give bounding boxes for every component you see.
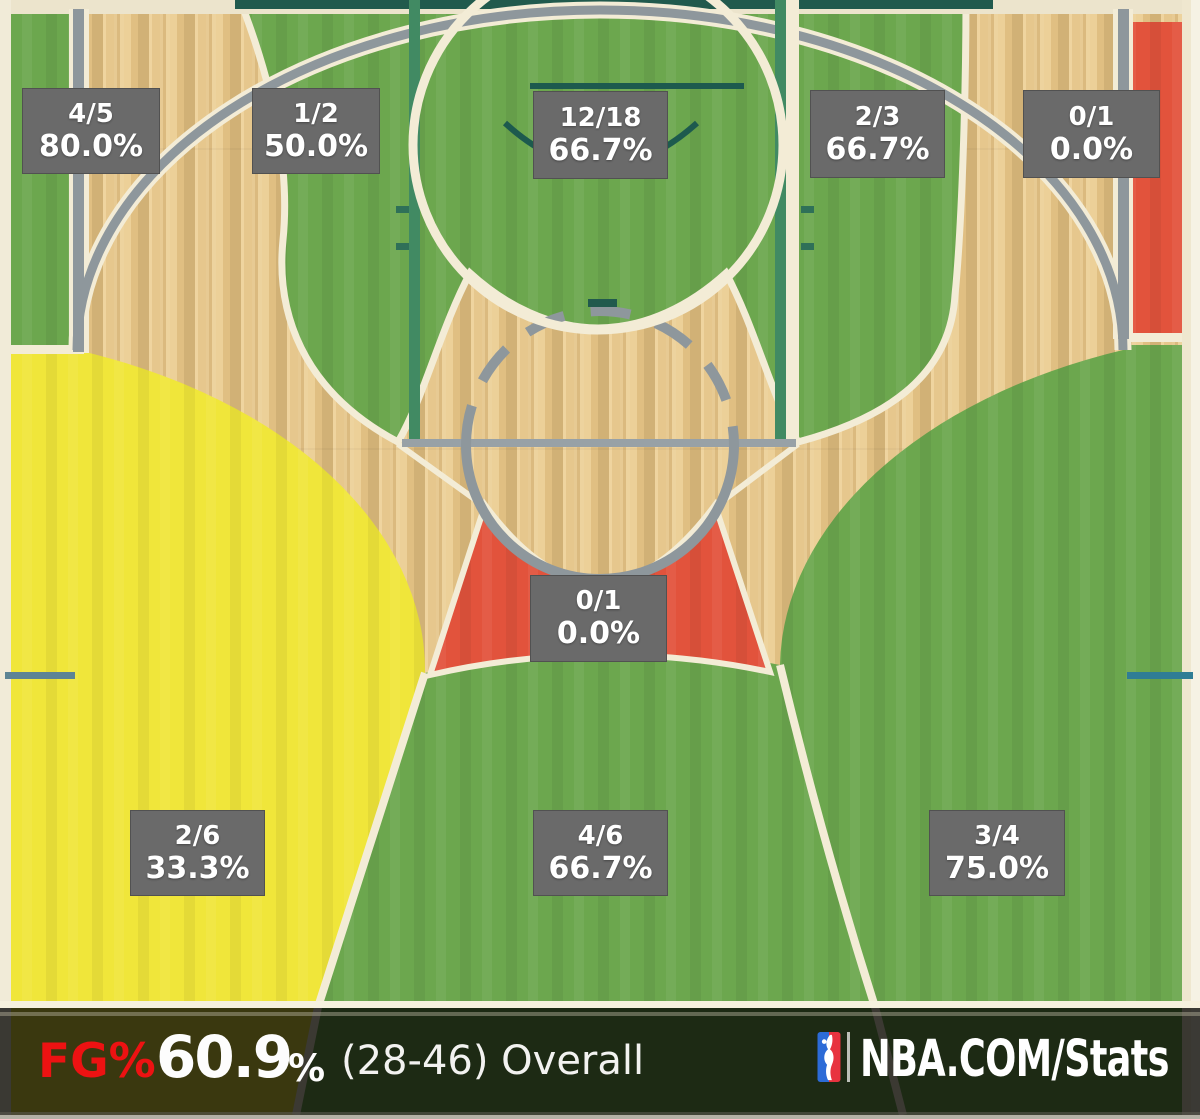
lane-line-right (775, 0, 786, 441)
zone-made-attempts: 3/4 (974, 820, 1020, 851)
restricted-area-circle (408, 0, 788, 335)
zone-made-attempts: 0/1 (1068, 101, 1115, 132)
zone-made-attempts: 0/1 (575, 586, 622, 616)
zone-fg-pct: 80.0% (38, 128, 144, 164)
free-throw-circle-dashed-half (461, 306, 739, 446)
zone-fg-pct: 0.0% (556, 616, 641, 651)
zone-stat-mid-range-right: 2/3 66.7% (810, 90, 945, 178)
zone-stat-right-corner-3: 0/1 0.0% (1023, 90, 1160, 178)
right-corner-zone-bottom-line (1121, 333, 1183, 342)
nba-logo-icon (817, 1032, 841, 1082)
zone-stat-left-corner-3: 4/5 80.0% (22, 88, 160, 174)
zone-fg-pct: 66.7% (548, 132, 653, 168)
right-sideline (1182, 0, 1191, 1119)
sideline-hash-left (5, 672, 75, 679)
zone-made-attempts: 12/18 (559, 102, 642, 133)
footer-bottom-edge-dark (0, 1112, 1200, 1115)
three-point-line-left-corner (73, 9, 84, 352)
free-throw-line (402, 439, 796, 447)
right-out-of-bounds (1191, 0, 1200, 1119)
zone-stat-paint-free-throw: 0/1 0.0% (530, 575, 667, 662)
zone-fg-pct: 66.7% (548, 850, 653, 886)
zone-stat-above-break-3-right: 3/4 75.0% (929, 810, 1065, 896)
lane-hash-right-lower (801, 243, 814, 250)
overall-made-attempts: (28-46) Overall (341, 1038, 645, 1084)
brand-text: NBA.COM/Stats (860, 1030, 1169, 1089)
sideline-hash-right (1127, 672, 1193, 679)
zone-made-attempts: 4/6 (577, 820, 624, 851)
brand-divider-line (847, 1032, 850, 1082)
lane-line-right-cream (786, 0, 799, 441)
three-point-arc (72, 5, 1128, 351)
lane-hash-left-upper (396, 206, 409, 213)
lane-hash-right-upper (801, 206, 814, 213)
zone-fg-pct: 33.3% (145, 850, 250, 886)
fg-pct-label: FG% (38, 1034, 156, 1089)
lane-line-left (409, 0, 420, 441)
zone-fg-pct: 66.7% (825, 131, 930, 167)
zone-made-attempts: 1/2 (293, 98, 339, 129)
zone-made-attempts: 2/3 (854, 101, 901, 132)
footer-bottom-edge-light (0, 1115, 1200, 1119)
backboard (530, 83, 744, 89)
zone-stat-above-break-3-center: 4/6 66.7% (533, 810, 668, 896)
footer-top-divider (0, 1012, 1200, 1016)
charge-circle-mark (588, 299, 617, 307)
left-corner-zone-bottom-line (0, 345, 84, 354)
zone-stat-restricted-area: 12/18 66.7% (533, 91, 668, 179)
zone-fg-pct: 0.0% (1049, 131, 1134, 167)
half-court-line (0, 1001, 1200, 1008)
lane-hash-left-lower (396, 243, 409, 250)
zone-made-attempts: 2/6 (174, 820, 221, 851)
zone-stat-above-break-3-left: 2/6 33.3% (130, 810, 265, 896)
footer-dark-overlay (0, 1008, 1200, 1119)
fg-pct-value: 60.9 (156, 1023, 293, 1091)
zone-fg-pct: 75.0% (944, 850, 1050, 886)
left-sideline (0, 0, 11, 1119)
three-point-zone-separator-left (292, 671, 429, 1116)
zone-stat-mid-range-left: 1/2 50.0% (252, 88, 380, 174)
zone-made-attempts: 4/5 (68, 98, 114, 129)
fg-pct-sign: % (288, 1047, 326, 1090)
footer-stats-bar: FG% 60.9 % (28-46) Overall NBA.COM/Stats (0, 1008, 1200, 1119)
zone-fg-pct: 50.0% (263, 128, 369, 164)
three-point-zone-separator-right (776, 664, 907, 1117)
